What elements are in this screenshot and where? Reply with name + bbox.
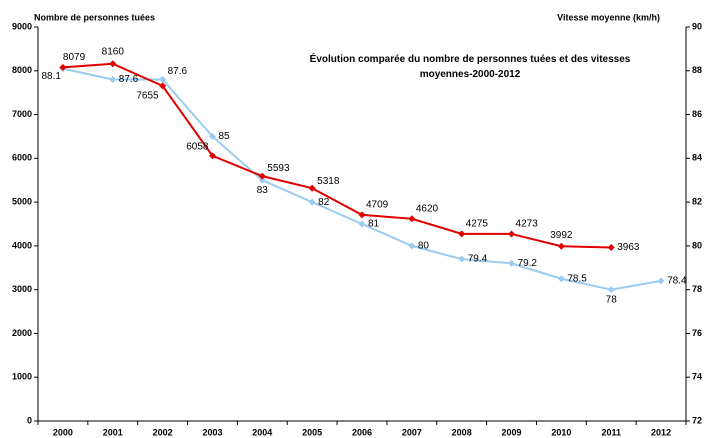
y2-tick-label: 80	[692, 240, 702, 250]
y-tick-label: 3000	[12, 284, 32, 294]
data-point	[607, 244, 615, 252]
y-tick-label: 0	[27, 415, 32, 425]
data-point	[408, 215, 416, 223]
y2-tick-label: 82	[692, 196, 702, 206]
x-tick-label: 2009	[502, 427, 522, 437]
chart-title: Évolution comparée du nombre de personne…	[309, 54, 631, 80]
x-tick-label: 2004	[252, 427, 272, 437]
data-point	[159, 76, 167, 84]
y-tick-label: 9000	[12, 21, 32, 31]
data-point	[159, 82, 167, 90]
data-point	[59, 63, 67, 71]
y2-tick-label: 74	[692, 372, 702, 382]
y-tick-label: 2000	[12, 328, 32, 338]
data-point	[258, 172, 266, 180]
data-point	[308, 184, 316, 192]
data-label: 5593	[267, 163, 290, 174]
data-point	[109, 76, 117, 84]
y-tick-label: 5000	[12, 196, 32, 206]
data-point	[508, 230, 516, 238]
y-tick-label: 4000	[12, 240, 32, 250]
data-point	[258, 176, 266, 184]
data-label: 87.6	[119, 74, 139, 85]
data-point	[657, 277, 665, 285]
y-axis-label: Nombre de personnes tuées	[34, 12, 155, 22]
data-point	[208, 152, 216, 160]
data-label: 4275	[466, 218, 489, 229]
x-tick-label: 2010	[551, 427, 571, 437]
data-point	[358, 211, 366, 219]
data-label: 79.4	[468, 254, 488, 265]
x-tick-label: 2012	[651, 427, 671, 437]
data-label: 3992	[550, 230, 573, 241]
data-label: 8079	[63, 52, 86, 63]
series-line	[62, 62, 612, 249]
data-label: 3963	[617, 242, 640, 253]
data-point	[308, 198, 316, 206]
data-label: 78.4	[667, 276, 687, 287]
x-tick-label: 2000	[53, 427, 73, 437]
data-label: 78	[606, 294, 618, 305]
data-label: 79.2	[518, 258, 538, 269]
data-label: 4273	[516, 219, 539, 230]
data-label: 6058	[186, 141, 209, 152]
data-label: 78.5	[567, 273, 587, 284]
y-tick-label: 6000	[12, 153, 32, 163]
data-point	[557, 242, 565, 250]
data-point	[458, 230, 466, 238]
data-label: 4620	[416, 203, 439, 214]
x-tick-label: 2002	[153, 427, 173, 437]
y2-tick-label: 84	[692, 153, 702, 163]
x-tick-label: 2006	[352, 427, 372, 437]
data-label: 4709	[366, 199, 389, 210]
x-tick-label: 2011	[601, 427, 621, 437]
data-point	[109, 60, 117, 68]
data-label: 81	[368, 219, 380, 230]
y2-tick-label: 76	[692, 328, 702, 338]
x-tick-label: 2003	[202, 427, 222, 437]
data-point	[557, 275, 565, 283]
data-point	[358, 220, 366, 228]
x-tick-label: 2005	[302, 427, 322, 437]
data-point	[508, 259, 516, 267]
x-tick-label: 2001	[103, 427, 123, 437]
series-line	[62, 67, 662, 291]
y-tick-label: 1000	[12, 372, 32, 382]
y2-tick-label: 88	[692, 65, 702, 75]
y2-tick-label: 78	[692, 284, 702, 294]
data-label: 7655	[136, 91, 159, 102]
data-label: 85	[218, 131, 230, 142]
y-tick-label: 8000	[12, 65, 32, 75]
y2-tick-label: 90	[692, 21, 702, 31]
y2-tick-label: 86	[692, 109, 702, 119]
data-label: 87.6	[168, 66, 188, 77]
data-point	[458, 255, 466, 263]
data-label: 8160	[102, 46, 125, 57]
y2-axis-label: Vitesse moyenne (km/h)	[557, 12, 660, 22]
data-point	[607, 286, 615, 294]
data-label: 5318	[317, 176, 340, 187]
y-tick-label: 7000	[12, 109, 32, 119]
x-tick-label: 2008	[452, 427, 472, 437]
data-point	[408, 242, 416, 250]
data-label: 83	[257, 185, 269, 196]
y2-tick-label: 72	[692, 415, 702, 425]
data-label: 80	[418, 241, 430, 252]
data-label: 82	[318, 197, 330, 208]
x-tick-label: 2007	[402, 427, 422, 437]
data-label: 88.1	[41, 71, 61, 82]
data-point	[208, 132, 216, 140]
